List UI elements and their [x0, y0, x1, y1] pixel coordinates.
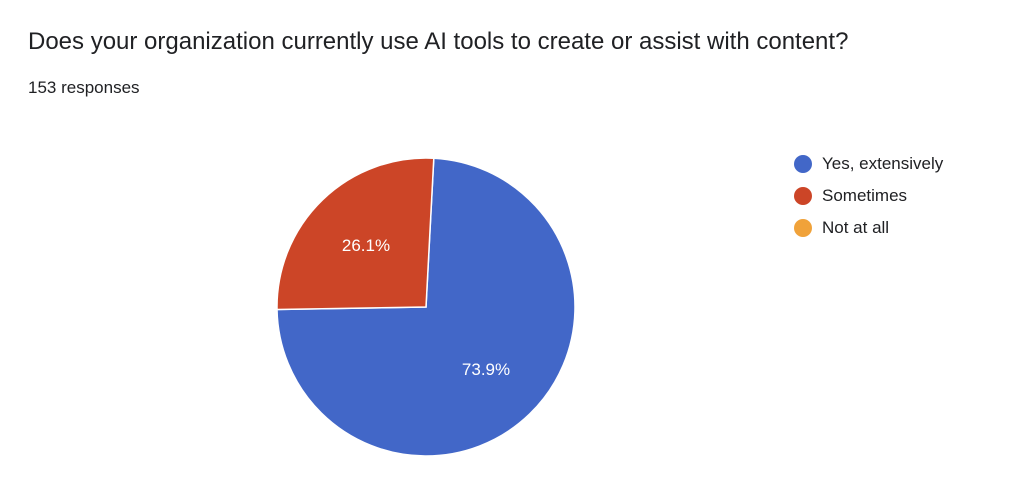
legend-swatch [794, 187, 812, 205]
legend-label: Yes, extensively [822, 154, 944, 173]
pie-slices [276, 157, 576, 457]
legend-label: Sometimes [822, 186, 908, 205]
legend-label: Not at all [822, 218, 890, 237]
legend-swatch [794, 219, 812, 237]
pie-data-label: 73.9% [462, 360, 510, 379]
legend-item-yes-extensively: Yes, extensively [794, 154, 943, 174]
legend-swatch [794, 155, 812, 173]
pie-data-label: 26.1% [342, 236, 390, 255]
legend-item-sometimes: Sometimes [794, 186, 943, 206]
responses-count: 153 responses [28, 78, 140, 97]
pie-labels: 73.9% 26.1% [342, 236, 510, 379]
chart-legend: Yes, extensively Sometimes Not at all [794, 154, 943, 250]
question-title: Does your organization currently use AI … [28, 28, 849, 55]
legend-item-not-at-all: Not at all [794, 218, 943, 238]
pie-slice-sometimes [276, 157, 435, 311]
